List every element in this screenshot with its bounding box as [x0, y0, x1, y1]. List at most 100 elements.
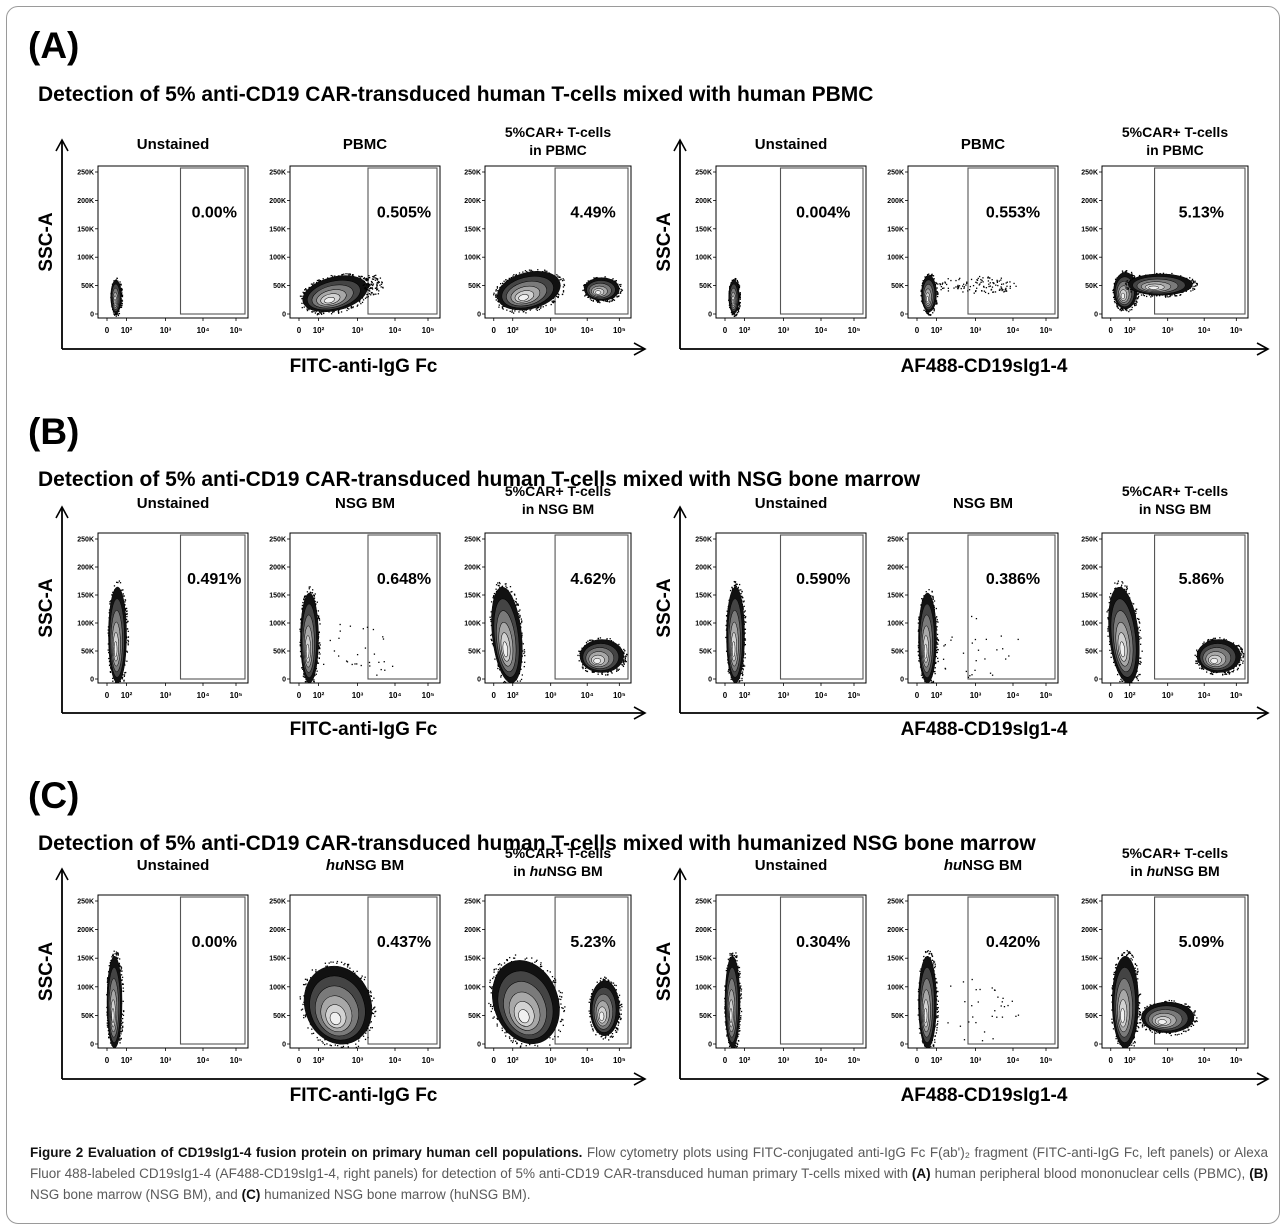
- event-dot: [624, 650, 626, 652]
- event-dot: [599, 637, 602, 639]
- event-dot: [736, 583, 738, 585]
- event-dot: [744, 639, 747, 641]
- event-dot: [739, 292, 741, 294]
- plot-group-af488: SSC-AAF488-CD19sIg1-4Unstained250K200K15…: [654, 124, 1270, 377]
- event-dot: [1192, 287, 1194, 290]
- event-dot: [323, 663, 325, 666]
- event-dot: [368, 276, 371, 279]
- plot-group-af488: SSC-AAF488-CD19sIg1-4Unstained250K200K15…: [654, 483, 1270, 740]
- event-dot: [963, 286, 966, 288]
- event-dot: [309, 591, 312, 593]
- event-dot: [999, 288, 1001, 290]
- event-dot: [1192, 282, 1195, 284]
- event-dot: [109, 671, 112, 673]
- event-dot: [360, 664, 362, 667]
- cell-population: [1112, 270, 1198, 313]
- event-dot: [123, 674, 126, 676]
- event-dot: [1136, 301, 1138, 303]
- event-dot: [315, 668, 318, 670]
- event-dot: [313, 594, 316, 597]
- event-dot: [737, 307, 740, 309]
- event-dot: [317, 313, 319, 315]
- event-dot: [623, 662, 625, 664]
- event-dot: [562, 290, 565, 292]
- plot-label: 5%CAR+ T-cells: [505, 483, 611, 499]
- event-dot: [1180, 293, 1182, 296]
- event-dot: [306, 680, 308, 683]
- event-dot: [346, 661, 349, 663]
- event-dot: [303, 292, 306, 294]
- cell-population: [107, 580, 130, 684]
- event-dot: [382, 286, 384, 289]
- event-dot: [313, 282, 315, 284]
- event-dot: [981, 290, 983, 292]
- event-dot: [999, 289, 1001, 291]
- event-dot: [581, 664, 584, 666]
- event-dot: [743, 614, 746, 617]
- event-dot: [619, 285, 622, 288]
- event-dot: [612, 278, 614, 280]
- event-dot: [624, 658, 626, 660]
- event-dot: [737, 311, 740, 313]
- event-dot: [493, 592, 496, 595]
- event-dot: [1151, 294, 1153, 297]
- y-tick-label: 150K: [269, 226, 286, 233]
- x-tick-label: 10⁵: [1230, 326, 1243, 335]
- event-dot: [604, 276, 606, 278]
- event-dot: [348, 308, 350, 310]
- event-dot: [502, 282, 504, 284]
- event-dot: [734, 277, 736, 280]
- event-dot: [966, 281, 968, 283]
- event-dot: [376, 674, 378, 676]
- event-dot: [1169, 295, 1171, 298]
- y-tick-label: 250K: [77, 170, 94, 177]
- event-dot: [303, 306, 305, 308]
- y-tick-label: 0: [708, 312, 712, 319]
- event-dot: [313, 681, 315, 683]
- event-dot: [963, 283, 965, 285]
- plot-frame: [715, 165, 867, 319]
- event-dot: [364, 647, 367, 649]
- event-dot: [497, 300, 499, 302]
- event-dot: [121, 299, 123, 301]
- y-tick-label: 250K: [1081, 170, 1098, 177]
- y-tick-label: 100K: [464, 621, 481, 628]
- event-dot: [744, 632, 746, 634]
- x-tick-label: 0: [492, 326, 497, 335]
- event-dot: [333, 650, 336, 652]
- event-dot: [737, 308, 739, 311]
- event-dot: [366, 284, 369, 286]
- event-dot: [731, 586, 733, 589]
- event-dot: [742, 596, 744, 599]
- event-dot: [300, 618, 302, 620]
- event-dot: [726, 610, 728, 612]
- x-tick-label: 10²: [1124, 326, 1136, 335]
- event-dot: [585, 641, 588, 644]
- event-dot: [321, 311, 323, 313]
- y-tick-label: 100K: [1081, 255, 1098, 262]
- event-dot: [499, 669, 501, 671]
- x-tick-label: 10³: [545, 326, 557, 335]
- event-dot: [923, 309, 925, 311]
- event-dot: [744, 616, 746, 619]
- event-dot: [985, 287, 988, 289]
- event-dot: [936, 302, 938, 304]
- x-tick-label: 0: [723, 691, 728, 700]
- event-dot: [108, 651, 110, 654]
- event-dot: [586, 670, 588, 672]
- event-dot: [550, 303, 552, 306]
- event-dot: [107, 649, 109, 651]
- event-dot: [941, 287, 944, 290]
- event-dot: [505, 279, 507, 281]
- event-dot: [121, 678, 123, 680]
- x-tick-label: 10⁴: [197, 326, 210, 335]
- event-dot: [941, 283, 943, 285]
- event-dot: [963, 287, 965, 289]
- event-dot: [334, 275, 336, 277]
- event-dot: [1193, 288, 1196, 290]
- event-dot: [308, 308, 310, 311]
- event-dot: [524, 661, 526, 663]
- event-dot: [366, 278, 368, 281]
- event-dot: [1114, 301, 1116, 304]
- event-dot: [742, 673, 744, 676]
